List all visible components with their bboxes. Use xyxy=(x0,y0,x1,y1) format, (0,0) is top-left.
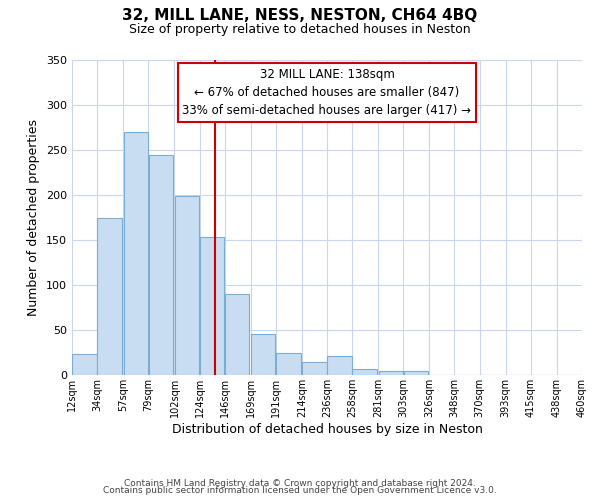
Bar xyxy=(175,196,199,375)
Bar xyxy=(276,352,301,375)
Bar xyxy=(200,238,224,375)
Bar xyxy=(327,356,352,375)
Bar xyxy=(251,334,275,375)
Text: 32, MILL LANE, NESS, NESTON, CH64 4BQ: 32, MILL LANE, NESS, NESTON, CH64 4BQ xyxy=(122,8,478,22)
Bar xyxy=(225,294,250,375)
Y-axis label: Number of detached properties: Number of detached properties xyxy=(28,119,40,316)
Bar xyxy=(72,354,97,375)
Bar xyxy=(149,154,173,375)
Bar xyxy=(97,218,122,375)
Text: Contains public sector information licensed under the Open Government Licence v3: Contains public sector information licen… xyxy=(103,486,497,495)
X-axis label: Distribution of detached houses by size in Neston: Distribution of detached houses by size … xyxy=(172,422,482,436)
Text: Contains HM Land Registry data © Crown copyright and database right 2024.: Contains HM Land Registry data © Crown c… xyxy=(124,478,476,488)
Bar xyxy=(352,368,377,375)
Bar xyxy=(379,370,403,375)
Bar xyxy=(124,132,148,375)
Bar xyxy=(302,362,327,375)
Text: Size of property relative to detached houses in Neston: Size of property relative to detached ho… xyxy=(129,22,471,36)
Text: 32 MILL LANE: 138sqm
← 67% of detached houses are smaller (847)
33% of semi-deta: 32 MILL LANE: 138sqm ← 67% of detached h… xyxy=(182,68,472,117)
Bar xyxy=(404,372,428,375)
